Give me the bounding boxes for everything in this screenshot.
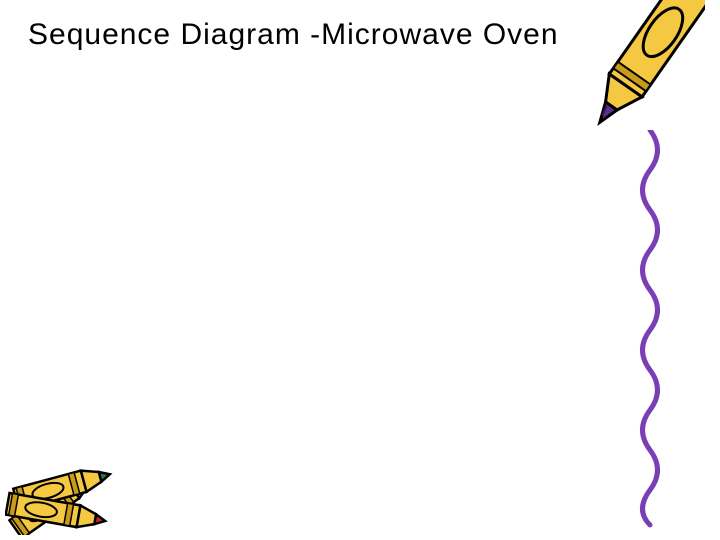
crayon-icon — [575, 0, 705, 140]
crayons-pile-icon — [5, 440, 135, 535]
page-title: Sequence Diagram -Microwave Oven — [28, 18, 559, 52]
squiggle-line-icon — [620, 130, 680, 530]
